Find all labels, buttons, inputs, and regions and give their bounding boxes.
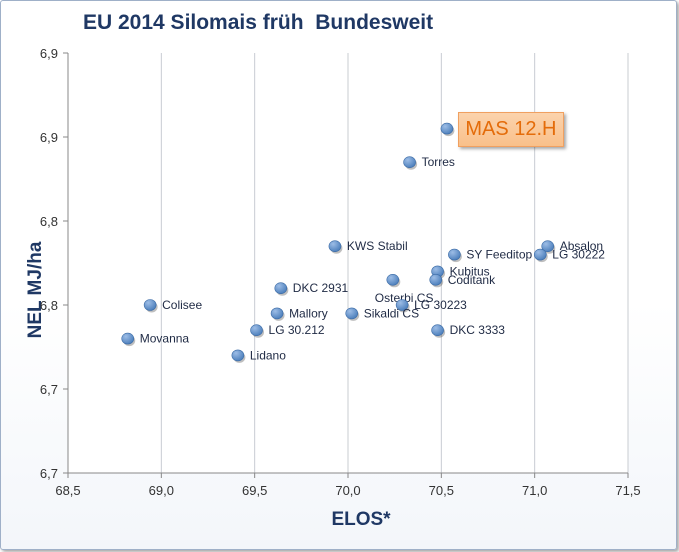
data-point — [541, 240, 555, 252]
data-point — [250, 324, 263, 337]
data-point — [440, 122, 454, 135]
data-label: Lidano — [250, 348, 286, 362]
data-point — [533, 248, 547, 261]
data-label: Torres — [422, 155, 455, 169]
data-point — [231, 349, 245, 362]
y-tick-label: 6,9 — [40, 46, 58, 61]
data-point — [395, 299, 409, 311]
data-label: Movanna — [140, 332, 190, 346]
y-tick-label: 6,9 — [40, 130, 58, 145]
data-label: KWS Stabil — [347, 239, 408, 253]
data-label: Colisee — [162, 298, 202, 312]
data-label: LG 30.212 — [269, 323, 325, 337]
x-tick-label: 71,0 — [522, 483, 547, 498]
y-tick-label: 6,7 — [40, 466, 58, 481]
data-point — [121, 332, 135, 345]
data-label: DKC 3333 — [450, 323, 506, 337]
data-point — [431, 324, 444, 337]
highlight-label-box: MAS 12.H — [457, 111, 564, 147]
data-point — [429, 273, 443, 286]
data-label: DKC 2931 — [293, 281, 349, 295]
x-tick-label: 68,5 — [55, 483, 80, 498]
x-axis-label: ELOS* — [331, 509, 391, 530]
data-point — [270, 307, 284, 320]
x-tick-label: 70,5 — [429, 483, 454, 498]
x-tick-label: 69,0 — [149, 483, 174, 498]
data-point — [328, 240, 342, 252]
data-label: Coditank — [448, 273, 496, 287]
data-point — [143, 299, 157, 311]
data-label: Kubitus — [450, 264, 490, 278]
data-point — [274, 282, 288, 295]
data-label: LG 30223 — [414, 298, 467, 312]
y-tick-label: 6,8 — [40, 298, 58, 313]
data-label: Mallory — [289, 306, 328, 320]
x-tick-label: 71,5 — [615, 483, 640, 498]
data-label: SY Feeditop — [466, 248, 532, 262]
y-tick-label: 6,8 — [40, 214, 58, 229]
data-point — [345, 307, 359, 320]
data-point — [386, 273, 400, 286]
data-label: LG 30222 — [552, 248, 605, 262]
data-point — [403, 156, 416, 168]
data-label: Osterbi CS — [375, 291, 434, 305]
y-tick-label: 6,7 — [40, 382, 58, 397]
data-label: Sikaldi CS — [364, 306, 419, 320]
chart-title: EU 2014 Silomais früh Bundesweit — [83, 11, 434, 34]
x-tick-label: 70,0 — [335, 483, 360, 498]
x-tick-label: 69,5 — [242, 483, 267, 498]
highlight-label: MAS 12.H — [465, 117, 557, 140]
data-point — [448, 248, 461, 261]
data-label: Absalon — [560, 239, 603, 253]
